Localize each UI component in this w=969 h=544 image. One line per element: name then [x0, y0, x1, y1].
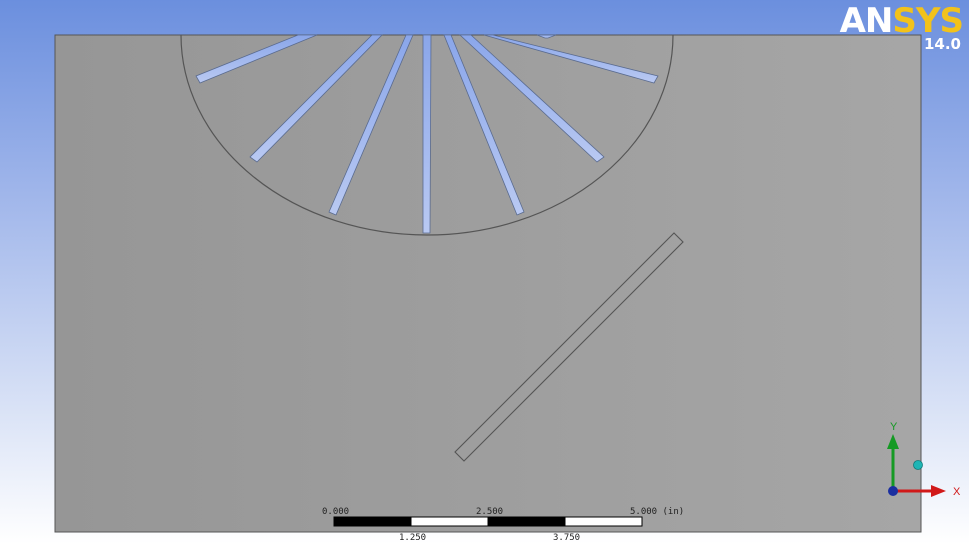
scale-label-5000: 5.000 (in) [630, 507, 684, 517]
logo-word-part1: AN [839, 1, 894, 41]
scale-bar: 0.000 2.500 5.000 (in) 1.250 3.750 [322, 507, 684, 543]
radial-slot[interactable] [249, 34, 383, 163]
ansys-logo: ANSYS 14.0 [839, 1, 964, 53]
radial-slot[interactable] [422, 34, 432, 234]
x-axis-arrowhead-icon [931, 485, 946, 497]
scale-segment-2 [410, 516, 489, 527]
semicircle-edge[interactable] [180, 34, 674, 236]
y-axis-label: Y [890, 421, 898, 433]
x-axis-label: X [953, 486, 961, 498]
logo-word-part2: SYS [892, 1, 964, 41]
y-axis-arrowhead-icon [887, 434, 899, 449]
logo-wordmark: ANSYS [839, 1, 964, 41]
z-axis-origin-icon [888, 486, 898, 496]
radial-slot[interactable] [483, 34, 659, 84]
coordinate-triad[interactable]: Y X [887, 421, 961, 498]
scale-segment-4 [564, 516, 643, 527]
scale-segment-3 [487, 516, 566, 527]
scale-label-0: 0.000 [322, 507, 349, 517]
scale-label-1250: 1.250 [399, 533, 426, 543]
radial-slot[interactable] [328, 34, 414, 216]
plate-face[interactable] [54, 34, 922, 533]
radial-slots [195, 34, 659, 234]
logo-version: 14.0 [923, 35, 961, 53]
radial-slot[interactable] [536, 34, 557, 39]
iso-view-ball-icon[interactable] [913, 460, 923, 470]
scale-label-2500: 2.500 [476, 507, 503, 517]
radial-slot[interactable] [458, 34, 605, 163]
radial-slot[interactable] [443, 34, 525, 216]
inclined-slot[interactable] [454, 232, 684, 462]
scale-segment-1 [333, 516, 412, 527]
scale-label-3750: 3.750 [553, 533, 580, 543]
radial-slot[interactable] [195, 34, 318, 84]
